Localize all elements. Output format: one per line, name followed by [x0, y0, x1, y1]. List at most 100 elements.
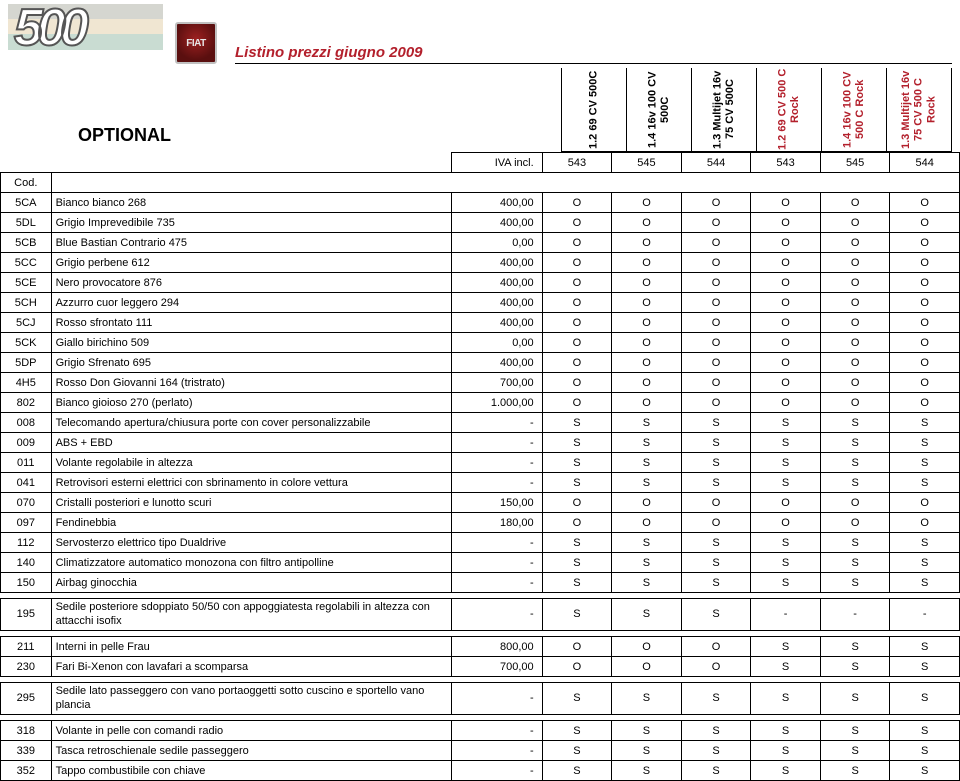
row-variant-4: O	[820, 513, 890, 533]
row-price: -	[452, 573, 543, 593]
row-desc: Airbag ginocchia	[51, 573, 451, 593]
row-price: 400,00	[452, 273, 543, 293]
section-head: OPTIONAL 1.2 69 CV 500C1.4 16v 100 CV 50…	[0, 66, 960, 152]
variant-code-5: 544	[890, 153, 960, 173]
variant-code-3: 543	[751, 153, 821, 173]
row-variant-5: S	[890, 453, 960, 473]
row-variant-5: S	[890, 433, 960, 453]
row-variant-1: O	[612, 353, 682, 373]
row-variant-2: O	[681, 273, 751, 293]
row-variant-4: O	[820, 333, 890, 353]
row-variant-0: O	[542, 253, 612, 273]
row-desc: Cristalli posteriori e lunotto scuri	[51, 493, 451, 513]
table-row: 5CKGiallo birichino 5090,00OOOOOO	[1, 333, 960, 353]
row-variant-5: S	[890, 553, 960, 573]
row-variant-1: O	[612, 333, 682, 353]
table-row: 150Airbag ginocchia-SSSSSS	[1, 573, 960, 593]
row-desc: Bianco bianco 268	[51, 193, 451, 213]
row-price: 700,00	[452, 657, 543, 677]
row-variant-0: O	[542, 637, 612, 657]
table-row: 140Climatizzatore automatico monozona co…	[1, 553, 960, 573]
row-price: -	[452, 433, 543, 453]
page-header: 500 FIAT Listino prezzi giugno 2009	[0, 0, 960, 66]
row-desc: Sedile lato passeggero con vano portaogg…	[51, 683, 451, 715]
row-variant-3: O	[751, 353, 821, 373]
row-desc: Nero provocatore 876	[51, 273, 451, 293]
row-variant-0: S	[542, 573, 612, 593]
row-code: 5DP	[1, 353, 52, 373]
row-variant-5: O	[890, 373, 960, 393]
table-row: 5DPGrigio Sfrenato 695400,00OOOOOO	[1, 353, 960, 373]
row-desc: Rosso sfrontato 111	[51, 313, 451, 333]
row-price: 800,00	[452, 637, 543, 657]
row-variant-0: S	[542, 721, 612, 741]
row-desc: Volante regolabile in altezza	[51, 453, 451, 473]
row-variant-4: S	[820, 683, 890, 715]
row-variant-5: S	[890, 721, 960, 741]
row-desc: Fendinebbia	[51, 513, 451, 533]
row-variant-5: S	[890, 533, 960, 553]
row-variant-0: O	[542, 213, 612, 233]
row-variant-0: S	[542, 453, 612, 473]
row-variant-2: S	[681, 761, 751, 781]
row-variant-2: S	[681, 553, 751, 573]
row-code: 008	[1, 413, 52, 433]
row-desc: Giallo birichino 509	[51, 333, 451, 353]
row-variant-1: O	[612, 657, 682, 677]
row-variant-1: O	[612, 493, 682, 513]
row-variant-4: O	[820, 213, 890, 233]
row-variant-2: S	[681, 721, 751, 741]
row-variant-3: S	[751, 573, 821, 593]
row-variant-2: O	[681, 333, 751, 353]
row-price: 400,00	[452, 193, 543, 213]
row-code: 5CK	[1, 333, 52, 353]
variant-header-3: 1.2 69 CV 500 C Rock	[756, 68, 822, 152]
row-variant-1: S	[612, 413, 682, 433]
row-variant-4: S	[820, 453, 890, 473]
row-variant-4: S	[820, 433, 890, 453]
row-desc: Fari Bi-Xenon con lavafari a scomparsa	[51, 657, 451, 677]
row-variant-2: S	[681, 453, 751, 473]
row-variant-3: S	[751, 413, 821, 433]
row-variant-3: O	[751, 493, 821, 513]
row-variant-0: O	[542, 233, 612, 253]
row-desc: Volante in pelle con comandi radio	[51, 721, 451, 741]
cod-label: Cod.	[1, 173, 52, 193]
variant-code-0: 543	[542, 153, 612, 173]
row-variant-0: S	[542, 599, 612, 631]
row-desc: Blue Bastian Contrario 475	[51, 233, 451, 253]
row-code: 295	[1, 683, 52, 715]
row-variant-4: S	[820, 473, 890, 493]
row-variant-3: O	[751, 193, 821, 213]
row-code: 318	[1, 721, 52, 741]
row-variant-3: O	[751, 253, 821, 273]
table-row: 097Fendinebbia180,00OOOOOO	[1, 513, 960, 533]
variant-header-1: 1.4 16v 100 CV 500C	[626, 68, 692, 152]
row-code: 5CA	[1, 193, 52, 213]
row-code: 5DL	[1, 213, 52, 233]
row-variant-1: O	[612, 233, 682, 253]
row-variant-0: O	[542, 333, 612, 353]
row-variant-2: S	[681, 473, 751, 493]
row-variant-2: S	[681, 533, 751, 553]
iva-label: IVA incl.	[452, 153, 543, 173]
row-variant-1: O	[612, 253, 682, 273]
row-variant-5: S	[890, 573, 960, 593]
row-desc: ABS + EBD	[51, 433, 451, 453]
row-variant-5: O	[890, 253, 960, 273]
row-desc: Sedile posteriore sdoppiato 50/50 con ap…	[51, 599, 451, 631]
row-variant-2: O	[681, 293, 751, 313]
row-variant-1: O	[612, 393, 682, 413]
row-variant-5: S	[890, 683, 960, 715]
variant-header-0: 1.2 69 CV 500C	[561, 68, 627, 152]
row-code: 5CH	[1, 293, 52, 313]
row-variant-4: S	[820, 553, 890, 573]
table-row: 070Cristalli posteriori e lunotto scuri1…	[1, 493, 960, 513]
row-variant-5: -	[890, 599, 960, 631]
row-variant-0: S	[542, 533, 612, 553]
row-variant-1: O	[612, 293, 682, 313]
row-price: -	[452, 453, 543, 473]
row-price: 400,00	[452, 253, 543, 273]
row-variant-1: S	[612, 573, 682, 593]
row-variant-2: O	[681, 313, 751, 333]
